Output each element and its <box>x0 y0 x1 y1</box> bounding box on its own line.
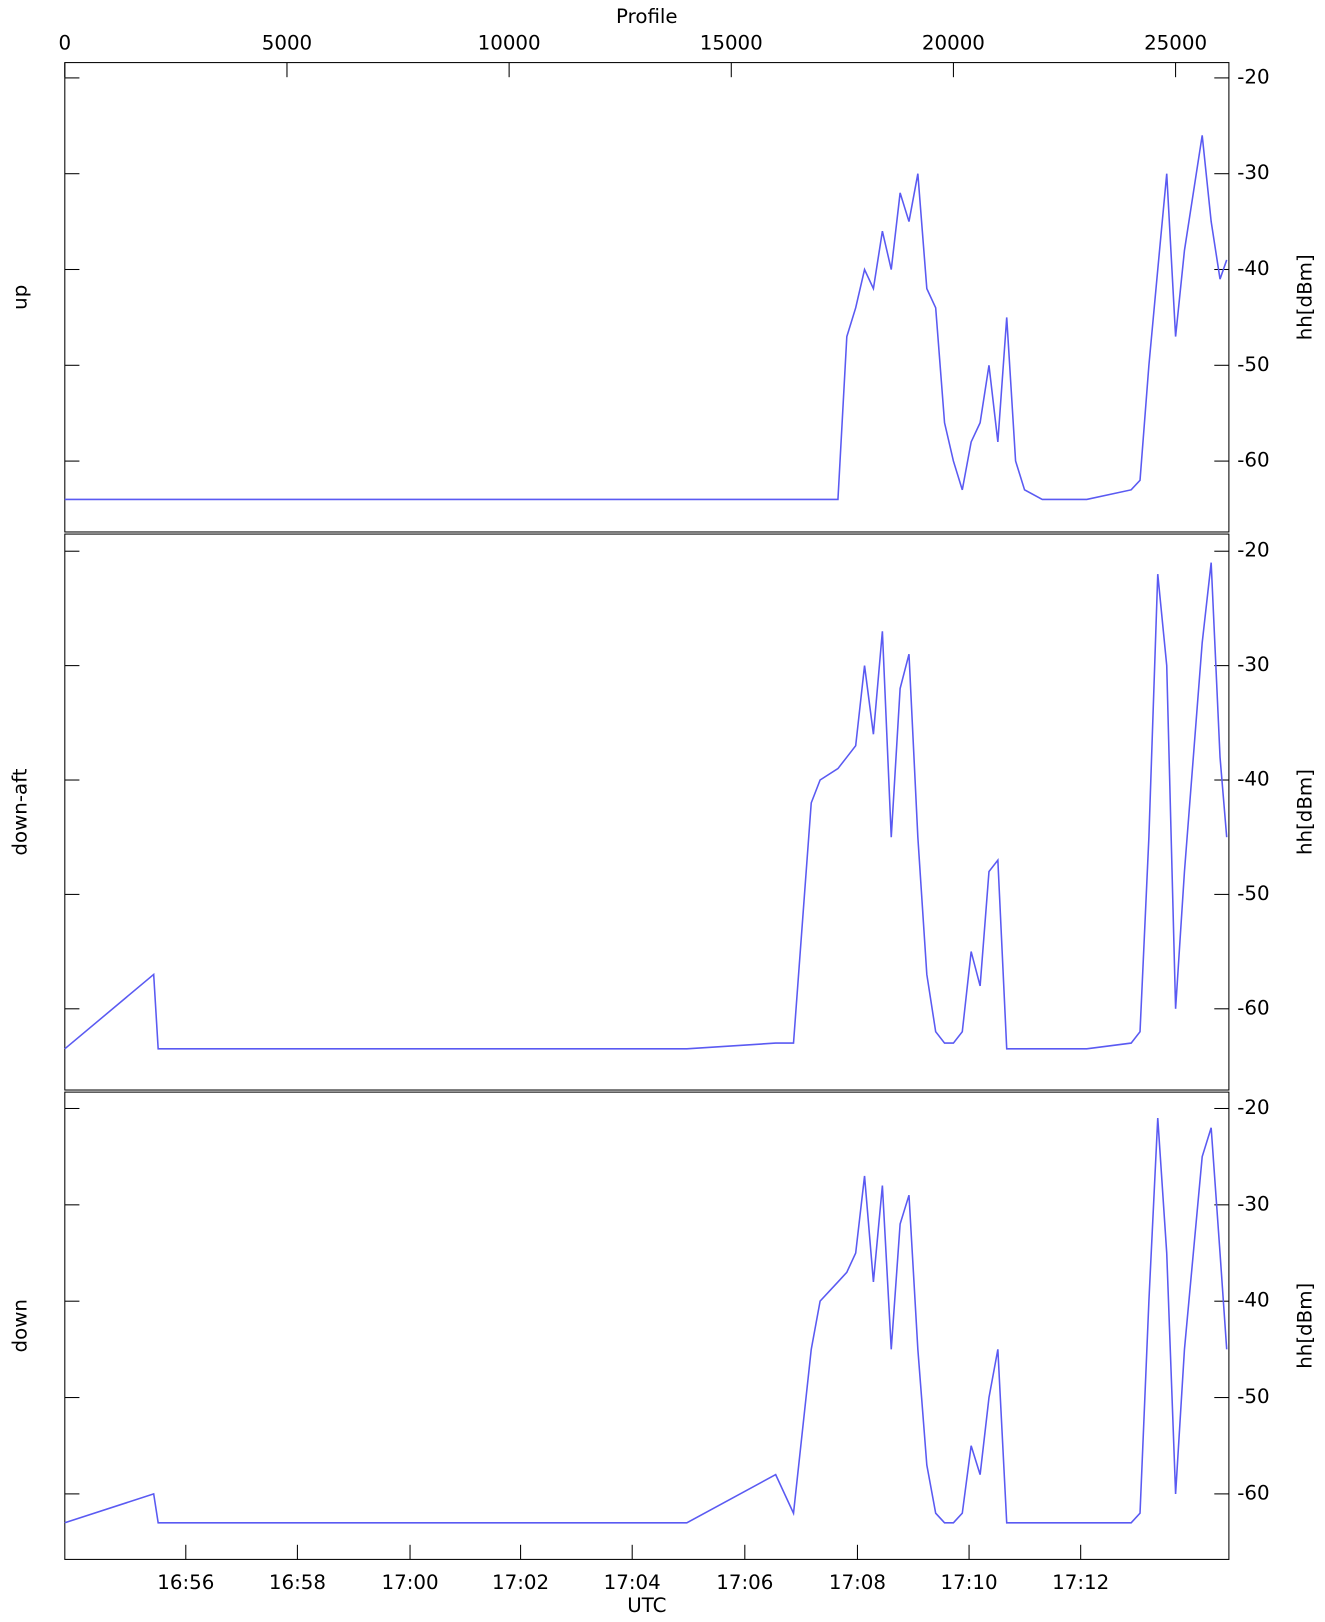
x-axis-label-top: Profile <box>616 5 678 28</box>
x-tick-label-top: 10000 <box>478 31 541 54</box>
y-tick-label: -50 <box>1237 353 1269 376</box>
x-tick-label-top: 0 <box>59 31 72 54</box>
x-tick-label: 17:06 <box>716 1571 773 1594</box>
y-tick-label: -20 <box>1237 65 1269 88</box>
plot-frame <box>64 1091 1230 1560</box>
x-tick-label-top: 5000 <box>262 31 312 54</box>
plot-frame <box>64 62 1230 533</box>
y-tick-label: -30 <box>1237 161 1269 184</box>
x-tick-label: 16:56 <box>157 1571 214 1594</box>
y-tick-label: -40 <box>1237 768 1269 791</box>
plot-frame <box>64 533 1230 1091</box>
panel-label: down-aft <box>9 768 32 855</box>
data-line <box>64 1118 1228 1524</box>
panel-label: down <box>9 1299 32 1352</box>
y-axis-label: hh[dBm] <box>1294 1283 1317 1369</box>
panel-label: up <box>9 285 32 310</box>
y-tick-label: -60 <box>1237 449 1269 472</box>
x-tick-label: 16:58 <box>269 1571 326 1594</box>
y-tick-label: -40 <box>1237 257 1269 280</box>
x-tick-label: 17:10 <box>941 1571 998 1594</box>
y-tick-label: -60 <box>1237 996 1269 1019</box>
y-tick-label: -20 <box>1237 1096 1269 1119</box>
x-tick-label: 17:02 <box>492 1571 549 1594</box>
data-line <box>64 135 1228 501</box>
x-tick-label: 17:12 <box>1052 1571 1109 1594</box>
x-tick-label-top: 25000 <box>1144 31 1207 54</box>
y-axis-label: hh[dBm] <box>1294 769 1317 855</box>
y-tick-label: -40 <box>1237 1289 1269 1312</box>
y-tick-label: -30 <box>1237 653 1269 676</box>
y-tick-label: -50 <box>1237 882 1269 905</box>
x-tick-label-top: 15000 <box>700 31 763 54</box>
x-tick-label-top: 20000 <box>922 31 985 54</box>
y-tick-label: -30 <box>1237 1192 1269 1215</box>
y-tick-label: -20 <box>1237 539 1269 562</box>
y-tick-label: -50 <box>1237 1385 1269 1408</box>
x-tick-label: 17:04 <box>604 1571 661 1594</box>
data-line <box>64 562 1228 1050</box>
x-tick-label: 17:00 <box>382 1571 439 1594</box>
y-tick-label: -60 <box>1237 1481 1269 1504</box>
x-tick-label: 17:08 <box>829 1571 886 1594</box>
x-axis-label: UTC <box>627 1594 666 1617</box>
y-axis-label: hh[dBm] <box>1294 254 1317 340</box>
